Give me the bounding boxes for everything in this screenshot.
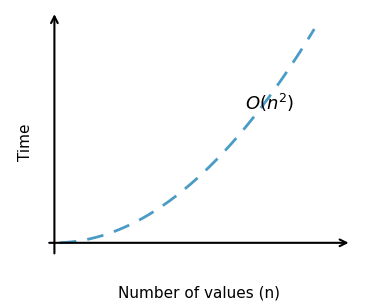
Text: Time: Time [18, 124, 33, 161]
Text: Number of values (n): Number of values (n) [118, 285, 280, 300]
Text: $O(n^2)$: $O(n^2)$ [245, 92, 295, 114]
